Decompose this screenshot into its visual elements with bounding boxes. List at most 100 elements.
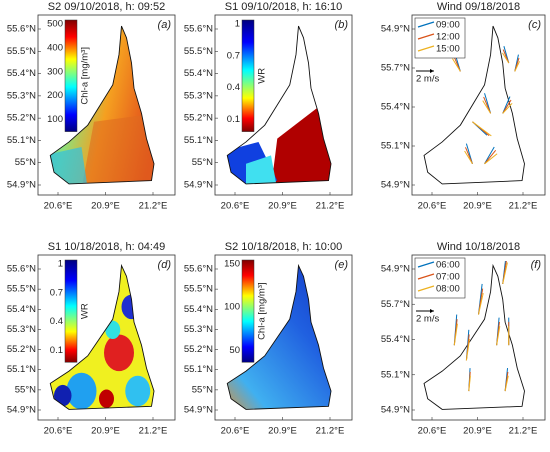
wind-arrow [503,100,511,113]
coastline [424,26,524,184]
coastline [227,26,331,184]
scale-label: 2 m/s [416,314,439,325]
title: Wind 09/18/2018 [437,1,520,13]
x-tick-label: 20.9°E [463,426,492,437]
y-tick-label: 55.2°N [7,344,36,355]
x-tick-label: 20.9°E [463,201,492,212]
y-tick-label: 55.1°N [7,135,36,146]
legend-line [417,21,435,28]
title: S2 10/18/2018, h: 10:00 [225,241,342,253]
y-tick-label: 55.5°N [7,284,36,295]
x-tick-label: 21.2°E [316,201,345,212]
x-tick-label: 21.2°E [139,201,168,212]
legend-line [417,285,435,292]
x-tick-label: 20.6°E [221,426,250,437]
y-tick-label: 55.7°N [381,299,410,310]
colorbar-tick-label: 0.7 [50,287,63,298]
wind-arrow [466,339,469,360]
colorbar-tick-label: 0.4 [50,316,63,327]
panel: Wind 09/18/2018 (c) 54.9°N 55.7°N 55.4°N 55.1… [381,1,546,212]
colorbar-label: WR [80,303,91,319]
y-tick-label: 55°N [192,384,213,395]
colorbar-tick-label: 400 [47,42,63,53]
wind-arrow [505,376,508,391]
legend-box [414,257,466,299]
x-tick-label: 21.2°E [316,426,345,437]
y-tick-label: 55°N [15,384,36,395]
colorbar [241,259,255,363]
x-tick-label: 20.9°E [268,201,297,212]
colorbar-tick-label: 100 [47,114,63,125]
y-tick-label: 54.9°N [381,405,410,416]
y-tick-label: 54.9°N [7,180,36,191]
y-tick-label: 55.3°N [184,324,213,335]
y-tick-label: 55.4°N [184,68,213,79]
x-tick-label: 20.9°E [91,426,120,437]
title: S1 10/18/2018, h: 04:49 [48,241,165,253]
coastline [227,266,331,410]
y-tick-label: 55°N [192,157,213,168]
colorbar [64,19,78,132]
colorbar-tick-label: 500 [47,19,63,30]
panel: S1 10/18/2018, h: 04:49 (d) 55.6°N 55.5°N 55… [7,241,176,437]
colorbar-tick-label: 300 [47,66,63,77]
title: S2 09/10/2018, h: 09:52 [48,1,165,13]
colorbar-label: Chl-a [mg/m³] [80,47,91,105]
colorbar-tick-label: 0.1 [50,345,63,356]
y-tick-label: 54.9°N [184,180,213,191]
wind-arrow [485,147,495,164]
x-tick-label: 21.2°E [139,426,168,437]
legend-entry: 09:00 [436,20,460,31]
map [424,26,524,184]
panel: S2 09/10/2018, h: 09:52 (a) 55.6°N 55.5°N 55… [7,1,176,212]
colorbar-tick-label: 150 [224,259,240,270]
y-tick-label: 55.2°N [184,344,213,355]
panel-label: (c) [528,19,541,31]
y-tick-label: 54.9°N [7,405,36,416]
y-tick-label: 55.6°N [184,264,213,275]
y-tick-label: 54.9°N [381,24,410,35]
wind-arrow [469,376,471,391]
y-tick-label: 54.9°N [381,180,410,191]
wind-arrow [479,293,484,314]
x-tick-label: 20.6°E [418,426,447,437]
wind-arrow [503,103,512,113]
x-tick-label: 21.2°E [509,201,538,212]
panel-label: (e) [335,259,349,271]
y-tick-label: 55.5°N [184,46,213,57]
legend-entry: 15:00 [436,44,460,55]
legend-entry: 07:00 [436,272,460,283]
y-tick-label: 55.4°N [184,304,213,315]
y-tick-label: 55.6°N [7,264,36,275]
y-tick-label: 54.9°N [184,405,213,416]
colorbar-tick-label: 1 [58,259,63,270]
y-tick-label: 55.1°N [184,135,213,146]
x-tick-label: 20.6°E [221,201,250,212]
scale-arrowhead [430,69,434,73]
wind-arrow [485,150,496,163]
wind-arrow [502,53,508,63]
colorbar-tick-label: 200 [47,90,63,101]
legend-line [417,33,435,40]
wind-arrow [454,324,457,345]
coastline [50,26,154,184]
wind-arrow [485,154,498,164]
panel-label: (a) [158,19,172,31]
y-tick-label: 55.3°N [7,90,36,101]
y-tick-label: 55.3°N [7,324,36,335]
scale-arrowhead [430,309,434,313]
title: Wind 10/18/2018 [437,241,520,253]
wind-arrow [465,151,473,164]
wind-arrow [497,326,500,345]
y-tick-label: 55.4°N [381,334,410,345]
x-tick-label: 20.6°E [44,426,73,437]
y-tick-label: 55°N [15,157,36,168]
y-tick-label: 55.2°N [184,113,213,124]
y-tick-label: 55.3°N [184,90,213,101]
colorbar-tick-label: 0.1 [227,114,240,125]
colorbar [64,259,78,363]
colorbar-tick-label: 0.4 [227,82,240,93]
legend-line [417,261,435,268]
y-tick-label: 55.7°N [381,63,410,74]
